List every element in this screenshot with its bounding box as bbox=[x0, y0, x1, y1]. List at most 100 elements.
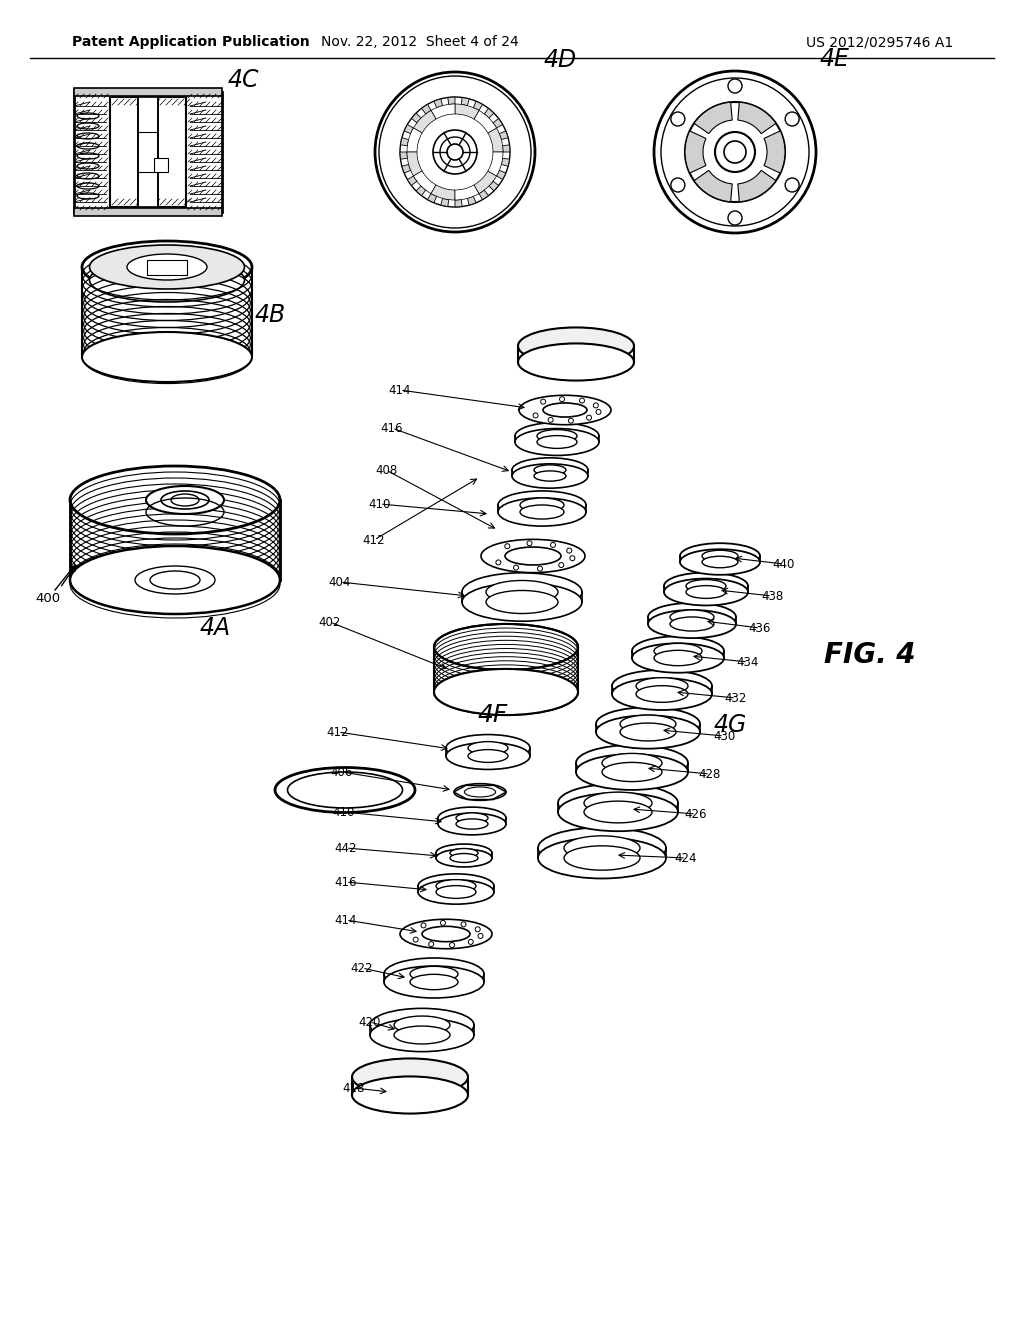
Ellipse shape bbox=[436, 879, 476, 892]
Ellipse shape bbox=[715, 132, 755, 172]
Polygon shape bbox=[434, 99, 442, 108]
Circle shape bbox=[534, 413, 538, 418]
Ellipse shape bbox=[520, 506, 564, 519]
Ellipse shape bbox=[70, 546, 280, 614]
Ellipse shape bbox=[537, 429, 577, 442]
Ellipse shape bbox=[538, 837, 666, 879]
Circle shape bbox=[429, 941, 434, 946]
Polygon shape bbox=[440, 198, 449, 206]
Ellipse shape bbox=[654, 643, 702, 659]
Text: 426: 426 bbox=[685, 808, 708, 821]
Ellipse shape bbox=[518, 343, 634, 380]
Text: 4D: 4D bbox=[544, 48, 577, 73]
Text: 420: 420 bbox=[358, 1015, 381, 1028]
Ellipse shape bbox=[702, 550, 738, 562]
Polygon shape bbox=[497, 170, 506, 180]
Ellipse shape bbox=[422, 927, 470, 941]
Ellipse shape bbox=[418, 874, 494, 898]
Ellipse shape bbox=[558, 784, 678, 822]
Circle shape bbox=[514, 565, 518, 570]
Wedge shape bbox=[431, 185, 455, 201]
Wedge shape bbox=[487, 152, 503, 176]
Ellipse shape bbox=[648, 603, 736, 631]
Circle shape bbox=[496, 560, 501, 565]
Ellipse shape bbox=[370, 1008, 474, 1041]
Polygon shape bbox=[479, 190, 488, 199]
Ellipse shape bbox=[512, 458, 588, 482]
Ellipse shape bbox=[127, 253, 207, 280]
Ellipse shape bbox=[418, 880, 494, 904]
Text: 412: 412 bbox=[327, 726, 349, 738]
Text: 436: 436 bbox=[749, 622, 771, 635]
Ellipse shape bbox=[620, 715, 676, 733]
Text: 434: 434 bbox=[737, 656, 759, 668]
Ellipse shape bbox=[456, 813, 488, 824]
Ellipse shape bbox=[584, 801, 652, 822]
Polygon shape bbox=[400, 137, 409, 145]
Ellipse shape bbox=[462, 573, 582, 611]
Ellipse shape bbox=[686, 579, 726, 593]
Ellipse shape bbox=[498, 498, 586, 527]
Circle shape bbox=[440, 920, 445, 925]
Circle shape bbox=[671, 178, 685, 191]
Bar bbox=[138, 96, 158, 207]
Wedge shape bbox=[764, 131, 785, 173]
Text: 406: 406 bbox=[331, 766, 353, 779]
Ellipse shape bbox=[438, 813, 506, 834]
Bar bbox=[74, 92, 222, 213]
Ellipse shape bbox=[89, 246, 245, 289]
Ellipse shape bbox=[352, 1059, 468, 1096]
Text: 4E: 4E bbox=[820, 48, 850, 71]
Circle shape bbox=[728, 79, 742, 92]
Ellipse shape bbox=[446, 734, 530, 762]
Ellipse shape bbox=[454, 784, 506, 800]
Ellipse shape bbox=[410, 974, 458, 990]
Ellipse shape bbox=[462, 583, 582, 622]
Text: 410: 410 bbox=[369, 498, 391, 511]
Circle shape bbox=[671, 112, 685, 125]
Polygon shape bbox=[503, 145, 510, 152]
Ellipse shape bbox=[664, 578, 748, 606]
Ellipse shape bbox=[564, 836, 640, 861]
Ellipse shape bbox=[468, 750, 508, 763]
Polygon shape bbox=[408, 176, 417, 186]
Text: 442: 442 bbox=[335, 842, 357, 854]
Circle shape bbox=[478, 933, 483, 939]
Ellipse shape bbox=[538, 828, 666, 869]
Polygon shape bbox=[494, 119, 503, 128]
Text: 440: 440 bbox=[773, 557, 796, 570]
Text: 422: 422 bbox=[351, 961, 374, 974]
Circle shape bbox=[551, 543, 555, 548]
Ellipse shape bbox=[433, 129, 477, 174]
Ellipse shape bbox=[70, 466, 280, 535]
Ellipse shape bbox=[534, 471, 566, 480]
Text: 416: 416 bbox=[381, 421, 403, 434]
Text: 4F: 4F bbox=[478, 704, 508, 727]
Ellipse shape bbox=[434, 624, 578, 671]
Text: FIG. 4: FIG. 4 bbox=[824, 642, 915, 669]
Polygon shape bbox=[473, 102, 482, 111]
Bar bbox=[154, 158, 168, 172]
Circle shape bbox=[568, 418, 573, 424]
Circle shape bbox=[570, 556, 574, 561]
Polygon shape bbox=[447, 96, 455, 104]
Circle shape bbox=[414, 937, 418, 942]
Ellipse shape bbox=[486, 581, 558, 603]
Ellipse shape bbox=[370, 1018, 474, 1052]
Text: Nov. 22, 2012  Sheet 4 of 24: Nov. 22, 2012 Sheet 4 of 24 bbox=[322, 36, 519, 49]
Ellipse shape bbox=[670, 610, 714, 624]
Polygon shape bbox=[412, 114, 421, 123]
Polygon shape bbox=[404, 124, 414, 133]
Ellipse shape bbox=[632, 636, 724, 665]
Polygon shape bbox=[461, 98, 469, 106]
Ellipse shape bbox=[505, 546, 561, 565]
Wedge shape bbox=[414, 111, 436, 133]
Ellipse shape bbox=[537, 436, 577, 449]
Wedge shape bbox=[737, 170, 776, 202]
Circle shape bbox=[580, 399, 585, 403]
Wedge shape bbox=[407, 152, 422, 176]
Text: 412: 412 bbox=[362, 533, 385, 546]
Ellipse shape bbox=[558, 793, 678, 832]
Ellipse shape bbox=[436, 886, 476, 899]
Circle shape bbox=[596, 409, 601, 414]
